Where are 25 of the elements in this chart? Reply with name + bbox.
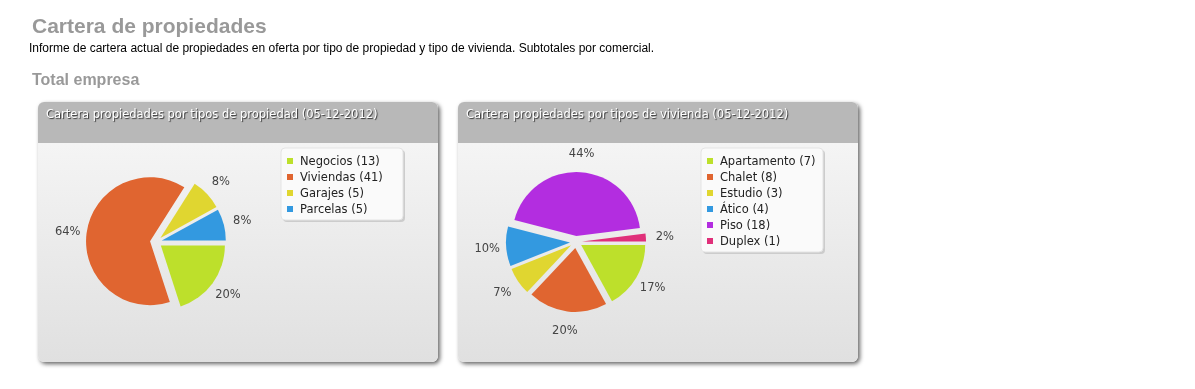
legend-label: Duplex (1): [720, 234, 781, 248]
legend-label: Viviendas (41): [300, 170, 383, 184]
data-label: 10%: [474, 240, 501, 255]
data-label: 20%: [215, 287, 241, 302]
chart-title: Cartera propiedades por tipos de vivienda (05-12-2012): [466, 107, 789, 121]
text: Informe de cartera actual de propiedades en oferta por tipo de propiedad y tipo de vivienda. Subtotales por comercial.: [29, 41, 655, 55]
data-label: 17%: [639, 280, 666, 295]
data-label: 8%: [233, 212, 252, 227]
legend-label: Negocios (13): [300, 154, 380, 168]
data-label: 64%: [54, 223, 81, 238]
legend-label: Estudio (3): [720, 186, 783, 200]
legend-label: Ático (4): [720, 201, 769, 216]
legend-label: Parcelas (5): [300, 202, 368, 216]
data-label: 44%: [568, 146, 595, 161]
text: Cartera de propiedades: [32, 14, 267, 38]
legend-label: Garajes (5): [300, 186, 364, 200]
data-label: 8%: [211, 174, 231, 189]
legend-label: Piso (18): [720, 218, 771, 232]
data-label: 7%: [493, 285, 512, 300]
data-label: 2%: [655, 229, 675, 244]
legend-label: Apartamento (7): [720, 154, 816, 168]
legend-label: Chalet (8): [720, 170, 778, 184]
data-label: 20%: [552, 323, 578, 338]
text: Total empresa: [32, 71, 140, 89]
chart-title: Cartera propiedades por tipos de propiedad (05-12-2012): [46, 107, 378, 121]
